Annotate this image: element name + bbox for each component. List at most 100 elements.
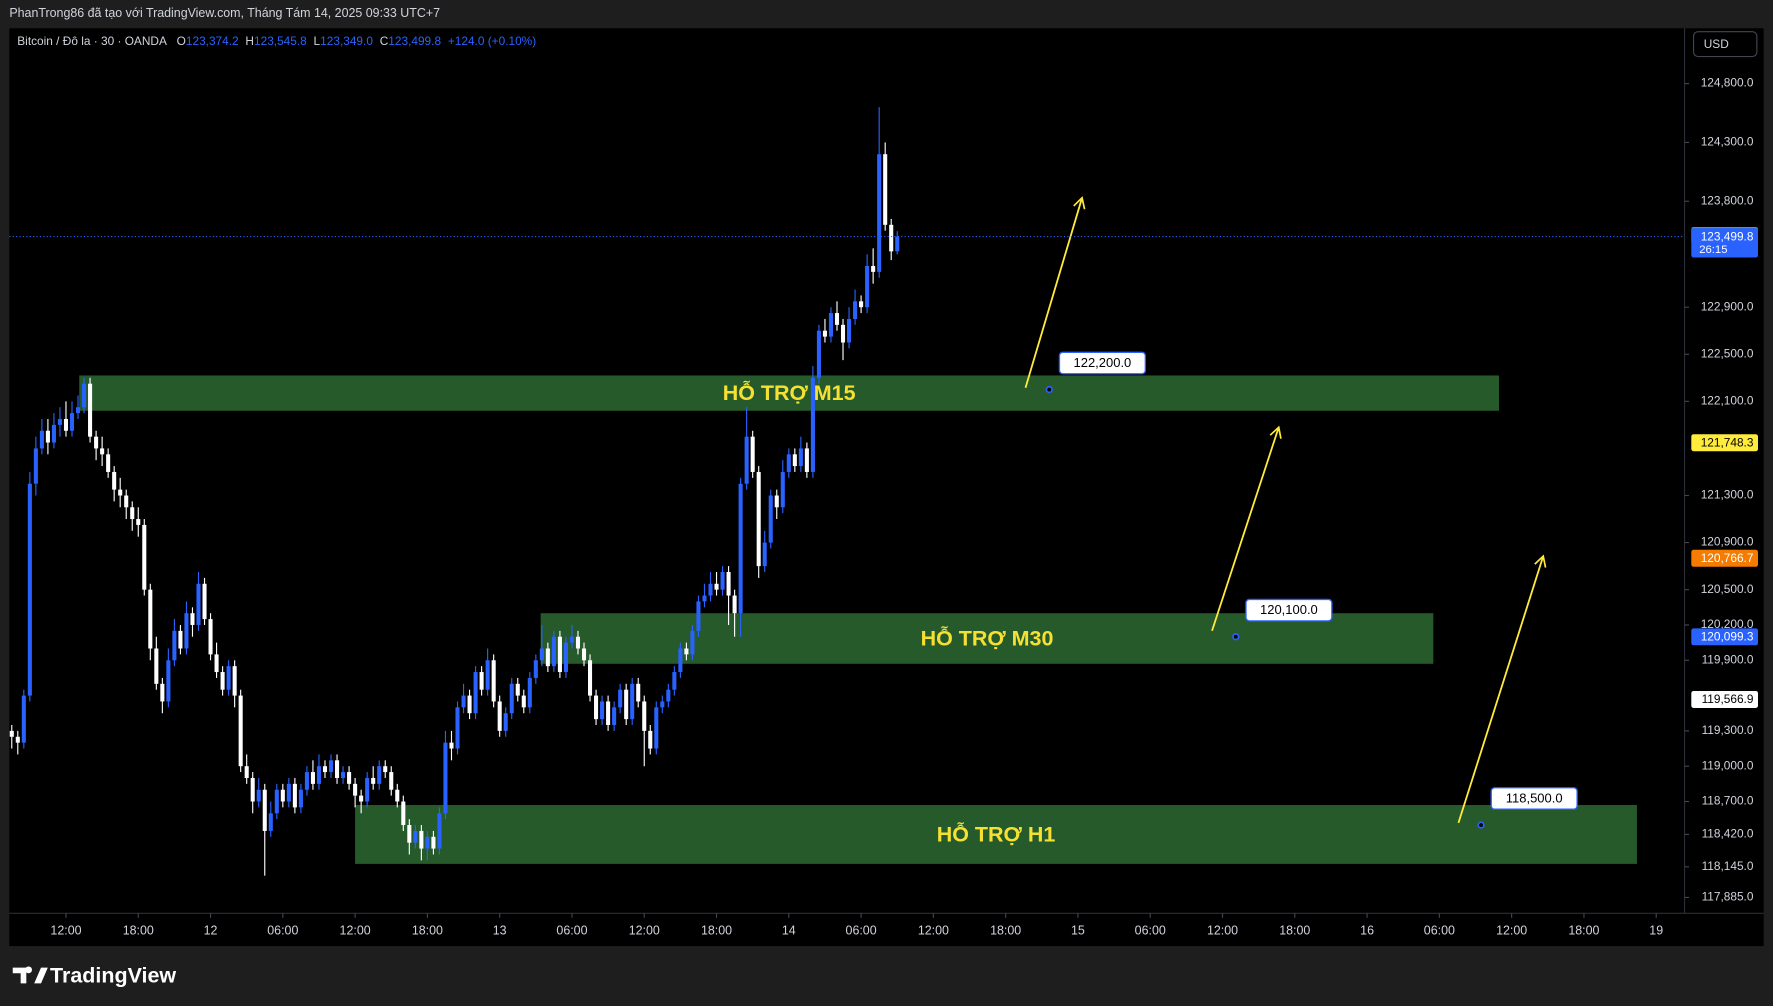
candle-body xyxy=(15,736,20,743)
candle-body xyxy=(816,330,821,378)
candle-body xyxy=(27,483,32,696)
ohlc-value: 123,545.8 xyxy=(254,34,307,48)
candle-body xyxy=(256,789,261,802)
x-tick-label: 18:00 xyxy=(123,924,154,938)
callout-label: 122,200.0 xyxy=(1074,355,1132,370)
ohlc-prefix: O xyxy=(177,34,186,48)
x-tick-label: 18:00 xyxy=(990,924,1021,938)
candle-body xyxy=(840,324,846,343)
y-tick-label: 122,900.0 xyxy=(1701,299,1754,313)
price-tag xyxy=(1691,628,1758,646)
candle-body xyxy=(136,519,141,525)
candle-body xyxy=(822,330,827,337)
candle-body xyxy=(431,836,436,849)
price-tag-label: 119,566.9 xyxy=(1702,692,1754,706)
y-tick-label: 119,300.0 xyxy=(1702,723,1754,737)
candle-body xyxy=(503,713,508,731)
candle-body xyxy=(322,766,328,773)
candle-body xyxy=(274,789,279,814)
candle-body xyxy=(714,583,719,590)
candle-body xyxy=(190,613,195,625)
candle-body xyxy=(449,742,454,749)
candle-body xyxy=(100,448,105,455)
ohlc-prefix: L xyxy=(314,34,321,48)
callouts: 122,200.0 120,100.0 118,500.0 xyxy=(1045,351,1578,829)
candle-body xyxy=(250,777,255,802)
x-tick-label: 06:00 xyxy=(846,924,877,938)
candle-body xyxy=(509,683,514,714)
candle-body xyxy=(762,542,767,567)
callout-box xyxy=(1490,787,1578,810)
candle-body xyxy=(889,224,894,252)
candle-body xyxy=(419,830,424,849)
y-tick-label: 123,800.0 xyxy=(1701,193,1754,207)
candle-body xyxy=(124,495,129,508)
candle-body xyxy=(756,471,761,567)
candle-body xyxy=(798,448,803,467)
candle-body xyxy=(871,265,876,272)
callout-anchor xyxy=(1045,385,1053,394)
candle-body xyxy=(154,648,159,684)
candle-body xyxy=(684,648,689,655)
x-tick-label: 12:00 xyxy=(918,924,949,938)
candle-body xyxy=(226,666,231,690)
brand-name: TradingView xyxy=(50,963,176,987)
candle-body xyxy=(527,677,532,708)
candle-body xyxy=(178,630,183,649)
candle-body xyxy=(21,695,26,743)
y-tick-label: 124,300.0 xyxy=(1701,135,1754,149)
price-tag xyxy=(1691,434,1758,452)
candle-body xyxy=(353,783,358,796)
callout-anchor xyxy=(1477,821,1485,829)
x-tick-label: 06:00 xyxy=(267,924,298,938)
y-tick-label: 120,200.0 xyxy=(1701,617,1754,631)
candle-body xyxy=(804,448,809,472)
candle-body xyxy=(883,154,888,225)
candle-body xyxy=(696,601,701,631)
y-tick-label: 122,500.0 xyxy=(1701,346,1754,360)
currency-button[interactable] xyxy=(1692,31,1758,58)
candle-body xyxy=(678,648,683,673)
currency[interactable]: USD xyxy=(1704,37,1729,51)
candle-body xyxy=(600,701,605,720)
x-tick-label: 18:00 xyxy=(412,924,443,938)
x-tick-label: 13 xyxy=(493,924,507,938)
zone-label: HỖ TRỢ M30 xyxy=(921,624,1054,650)
candle-body xyxy=(214,654,219,673)
y-tick-label: 119,900.0 xyxy=(1702,652,1754,666)
candle-body xyxy=(196,583,201,625)
candle-body xyxy=(587,660,593,696)
x-tick-label: 12:00 xyxy=(50,924,81,938)
candle-body xyxy=(557,636,562,673)
candle-body xyxy=(485,660,490,690)
ohlc-prefix: C xyxy=(380,34,389,48)
candle-body xyxy=(877,154,882,272)
price-tag-label: 123,499.8 xyxy=(1701,229,1754,243)
callout-box xyxy=(1058,351,1147,375)
candle-body xyxy=(533,660,538,678)
candle-body xyxy=(865,265,870,308)
x-tick-label: 18:00 xyxy=(1568,924,1599,938)
candle-body xyxy=(744,436,749,484)
candle-body xyxy=(895,236,900,252)
price-tag xyxy=(1691,549,1758,567)
candle-body xyxy=(75,407,81,414)
candle-body xyxy=(341,772,346,778)
candle-body xyxy=(636,683,641,702)
candle-body xyxy=(286,783,291,802)
y-tick-label: 120,500.0 xyxy=(1701,582,1754,596)
candle-body xyxy=(810,377,815,472)
candle-body xyxy=(630,683,635,720)
candle-body xyxy=(9,730,14,737)
price-tag-label: 120,099.3 xyxy=(1701,630,1754,644)
price-tag-label: 121,748.3 xyxy=(1701,435,1754,449)
candle-body xyxy=(473,672,478,714)
candle-body xyxy=(847,318,852,343)
candle-body xyxy=(280,789,285,802)
y-tick-label: 118,145.0 xyxy=(1702,859,1754,873)
candle-body xyxy=(142,524,147,590)
candle-body xyxy=(569,636,574,643)
x-tick-label: 14 xyxy=(782,924,796,938)
candle-body xyxy=(545,648,550,667)
